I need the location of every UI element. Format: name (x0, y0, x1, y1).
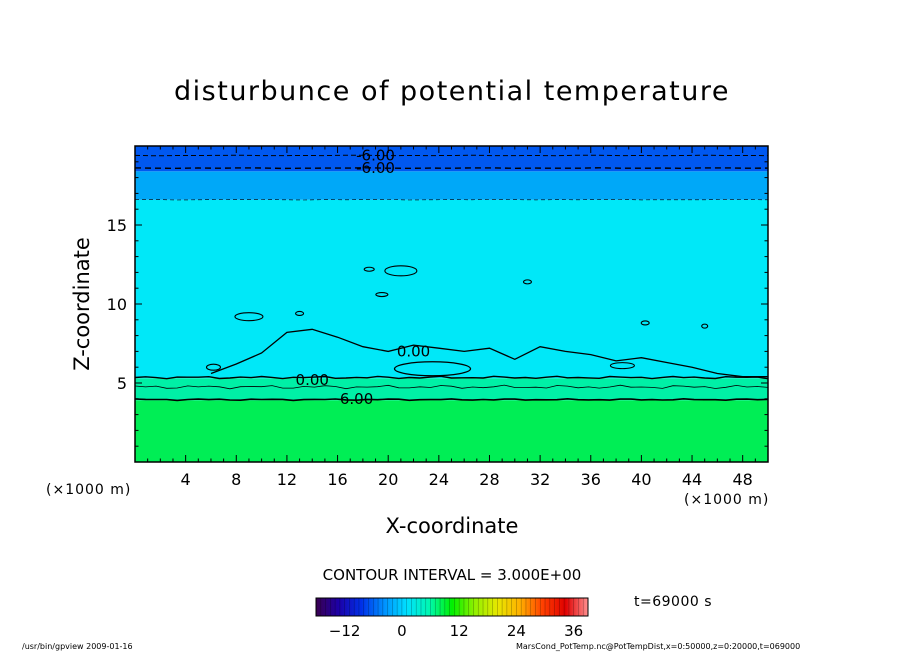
x-axis-label: X-coordinate (385, 514, 519, 538)
contour-blob-2 (609, 362, 635, 370)
contour-blob-9 (375, 291, 389, 298)
fill-band-0 (135, 400, 768, 462)
x-tick-label-11: 48 (733, 470, 753, 489)
x-tick-label-1: 8 (231, 470, 241, 489)
x-tick-label-7: 32 (530, 470, 550, 489)
contour-neg3 (135, 199, 768, 201)
colorbar-tick-label-2: 12 (450, 622, 469, 640)
contour-blob-4 (363, 266, 375, 272)
contour-0-upper (210, 328, 768, 378)
fill-band-2 (135, 199, 768, 379)
contour-label-4: 6.00 (340, 390, 373, 408)
time-label: t=69000 s (634, 594, 712, 610)
colorbar-tick-label-1: 0 (397, 622, 407, 640)
colorbar-tick-label-4: 36 (564, 622, 583, 640)
x-unit-label-left: (×1000 m) (46, 482, 132, 498)
fill-band-3 (135, 171, 768, 200)
contour-neg6 (135, 167, 768, 170)
contour-neg9 (135, 154, 768, 157)
contour-label-3: 0.00 (296, 371, 329, 389)
x-tick-label-6: 28 (479, 470, 499, 489)
contour-label-0: -6.00 (356, 146, 395, 164)
contour-0-lens (393, 361, 472, 377)
contour-label-1: -6.00 (356, 159, 395, 177)
x-tick-label-8: 36 (581, 470, 601, 489)
contour-interval-text: CONTOUR INTERVAL = 3.000E+00 (322, 566, 582, 584)
contour-blob-0 (384, 265, 418, 277)
fill-band-1 (135, 378, 768, 401)
contour-0-low (135, 375, 768, 380)
chart-title: disturbunce of potential temperature (174, 76, 730, 107)
contour-blob-6 (640, 320, 650, 326)
contour-blob-1 (234, 312, 264, 322)
y-tick-label-2: 15 (107, 216, 127, 235)
x-unit-label-right: (×1000 m) (684, 492, 770, 508)
x-tick-label-9: 40 (631, 470, 651, 489)
colorbar (315, 597, 589, 617)
colorbar-tick-label-0: −12 (329, 622, 361, 640)
contour-blob-8 (295, 310, 305, 317)
fill-band-4 (135, 146, 768, 172)
contour-6 (135, 397, 768, 402)
x-tick-label-5: 24 (429, 470, 449, 489)
x-tick-label-0: 4 (181, 470, 191, 489)
x-tick-label-2: 12 (277, 470, 297, 489)
footer-right: MarsCond_PotTemp.nc@PotTempDist,x=0:5000… (516, 642, 801, 651)
colorbar-tick-label-3: 24 (507, 622, 526, 640)
contour-label-2: 0.00 (397, 342, 430, 360)
y-axis-label: Z-coordinate (70, 237, 94, 371)
contour-3 (135, 384, 768, 390)
contour-blob-5 (522, 279, 533, 285)
y-tick-label-0: 5 (117, 374, 127, 393)
x-tick-label-4: 20 (378, 470, 398, 489)
contour-blob-7 (701, 323, 709, 329)
footer-left: /usr/bin/gpview 2009-01-16 (22, 642, 133, 651)
x-tick-label-10: 44 (682, 470, 702, 489)
x-tick-label-3: 16 (327, 470, 347, 489)
contour-blob-3 (205, 363, 222, 371)
y-tick-label-1: 10 (107, 295, 127, 314)
